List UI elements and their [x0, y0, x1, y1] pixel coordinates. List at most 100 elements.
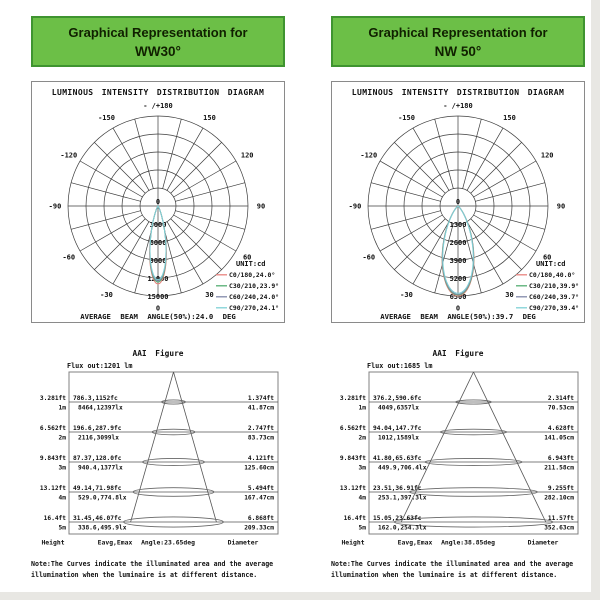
polar-spoke [470, 218, 522, 270]
diameter-cm-label: 209.33cm [244, 525, 274, 532]
legend-entry: C30/210,39.9° [529, 282, 579, 290]
polar-spoke [173, 214, 237, 252]
aai-title: AAI Figure [133, 349, 184, 358]
eavg-emax-fc-label: 31.45,46.07fc [73, 515, 122, 522]
diameter-cm-label: 83.73cm [248, 435, 274, 442]
polar-spoke [473, 160, 537, 198]
diameter-ft-label: 4.121ft [248, 455, 274, 462]
diameter-cm-label: 41.87cm [248, 405, 274, 412]
polar-angle-label: 30 [205, 291, 213, 299]
eavg-emax-lx-label: 940.4,1377lx [78, 465, 123, 472]
diameter-ft-label: 9.255ft [548, 485, 574, 492]
height-ft-label: 6.562ft [340, 425, 366, 432]
height-m-label: 3m [359, 465, 367, 472]
height-m-label: 2m [59, 435, 67, 442]
column-ww30: Graphical Representation for WW30° LUMIN… [31, 16, 285, 580]
polar-spoke [379, 214, 443, 252]
polar-angle-label: 120 [541, 152, 554, 160]
section-header-nw50: Graphical Representation for NW 50° [331, 16, 585, 67]
cone-angle-label: Angle:38.85deg [441, 539, 495, 547]
illumination-ellipse [439, 428, 508, 436]
diameter-ft-label: 1.374ft [248, 395, 274, 402]
eavg-emax-lx-label: 162.0,254.3lx [378, 525, 427, 532]
polar-angle-label: -120 [360, 152, 377, 160]
legend-unit-label: UNIT:cd [236, 260, 266, 268]
polar-spoke [79, 214, 143, 252]
diameter-ft-label: 2.314ft [548, 395, 574, 402]
polar-spoke [175, 210, 246, 230]
diameter-ft-label: 11.57ft [548, 515, 574, 522]
polar-spoke [79, 160, 143, 198]
polar-spoke [370, 182, 441, 202]
height-m-label: 1m [359, 405, 367, 412]
polar-title: LUMINOUS INTENSITY DISTRIBUTION DIAGRAM [52, 88, 264, 97]
legend-entry: C60/240,39.7° [529, 293, 579, 301]
polar-angle-label: -120 [60, 152, 77, 160]
height-ft-label: 9.843ft [40, 455, 66, 462]
cone-edge-left [400, 371, 474, 523]
polar-spoke [94, 218, 146, 270]
intensity-curve-C90-270 [149, 204, 167, 281]
eavg-emax-lx-label: 2116,3099lx [78, 435, 119, 442]
header-line1: Graphical Representation for [68, 25, 248, 40]
note-text-nw50: Note:The Curves indicate the illuminated… [331, 560, 574, 579]
cone-angle-label: Angle:23.65deg [141, 539, 195, 547]
polar-angle-label: 150 [203, 114, 216, 122]
diameter-cm-label: 352.63cm [544, 525, 574, 532]
polar-angle-label: -60 [362, 254, 375, 262]
flux-out-label: Flux out:1201 lm [67, 362, 132, 370]
column-header-eavg-emax: Eavg,Emax [398, 539, 433, 547]
eavg-emax-lx-label: 4049,6357lx [378, 405, 419, 412]
eavg-emax-fc-label: 376.2,590.6fc [373, 395, 422, 402]
polar-spoke [412, 127, 450, 191]
polar-radial-tick: 6000 [150, 239, 167, 247]
polar-angle-label: 0 [156, 305, 160, 313]
eavg-emax-fc-label: 49.14,71.98fc [73, 485, 122, 492]
polar-radial-tick: 3900 [450, 257, 467, 265]
diameter-cm-label: 141.05cm [544, 435, 574, 442]
polar-angle-label-180: - /+180 [443, 102, 473, 110]
legend-entry: C0/180,24.0° [229, 271, 275, 279]
polar-spoke [475, 210, 546, 230]
header-line1: Graphical Representation for [368, 25, 548, 40]
polar-angle-label: -150 [398, 114, 415, 122]
illumination-ellipse [161, 399, 186, 405]
eavg-emax-fc-label: 23.51,36.91fc [373, 485, 422, 492]
polar-spoke [412, 221, 450, 285]
diameter-ft-label: 6.943ft [548, 455, 574, 462]
height-m-label: 2m [359, 435, 367, 442]
polar-radial-tick: 15000 [147, 293, 168, 301]
polar-angle-label: 150 [503, 114, 516, 122]
polar-spoke [134, 118, 154, 189]
page-sheet: Graphical Representation for WW30° LUMIN… [0, 0, 591, 592]
polar-radial-tick: 9000 [150, 257, 167, 265]
polar-angle-label: -30 [100, 291, 113, 299]
column-nw50: Graphical Representation for NW 50° LUMI… [331, 16, 585, 580]
height-ft-label: 6.562ft [40, 425, 66, 432]
polar-angle-label: -30 [400, 291, 413, 299]
polar-angle-label: 120 [241, 152, 254, 160]
height-ft-label: 13.12ft [340, 485, 366, 492]
height-m-label: 1m [59, 405, 67, 412]
legend-unit-label: UNIT:cd [536, 260, 566, 268]
eavg-emax-fc-label: 15.05,23.63fc [373, 515, 422, 522]
illumination-ellipse [132, 487, 215, 497]
height-ft-label: 16.4ft [44, 515, 67, 522]
height-ft-label: 13.12ft [40, 485, 66, 492]
header-line2: WW30° [135, 44, 181, 59]
cone-edge-right [173, 371, 217, 523]
polar-spoke [473, 214, 537, 252]
polar-angle-label: 0 [456, 305, 460, 313]
polar-intensity-chart-nw50: LUMINOUS INTENSITY DISTRIBUTION DIAGRAM -… [349, 88, 579, 321]
polar-spoke [475, 182, 546, 202]
height-m-label: 5m [59, 525, 67, 532]
polar-radial-tick: 3000 [150, 221, 167, 229]
cone-edge-left [130, 371, 174, 523]
eavg-emax-lx-label: 338.6,495.9lx [78, 525, 127, 532]
polar-diagram-panel-ww30: LUMINOUS INTENSITY DISTRIBUTION DIAGRAM -… [31, 81, 285, 323]
eavg-emax-fc-label: 94.04,147.7fc [373, 425, 422, 432]
aai-title: AAI Figure [433, 349, 484, 358]
average-beam-angle-label: AVERAGE BEAM ANGLE(50%):39.7 DEG [380, 312, 536, 321]
polar-angle-label: -90 [49, 203, 62, 211]
